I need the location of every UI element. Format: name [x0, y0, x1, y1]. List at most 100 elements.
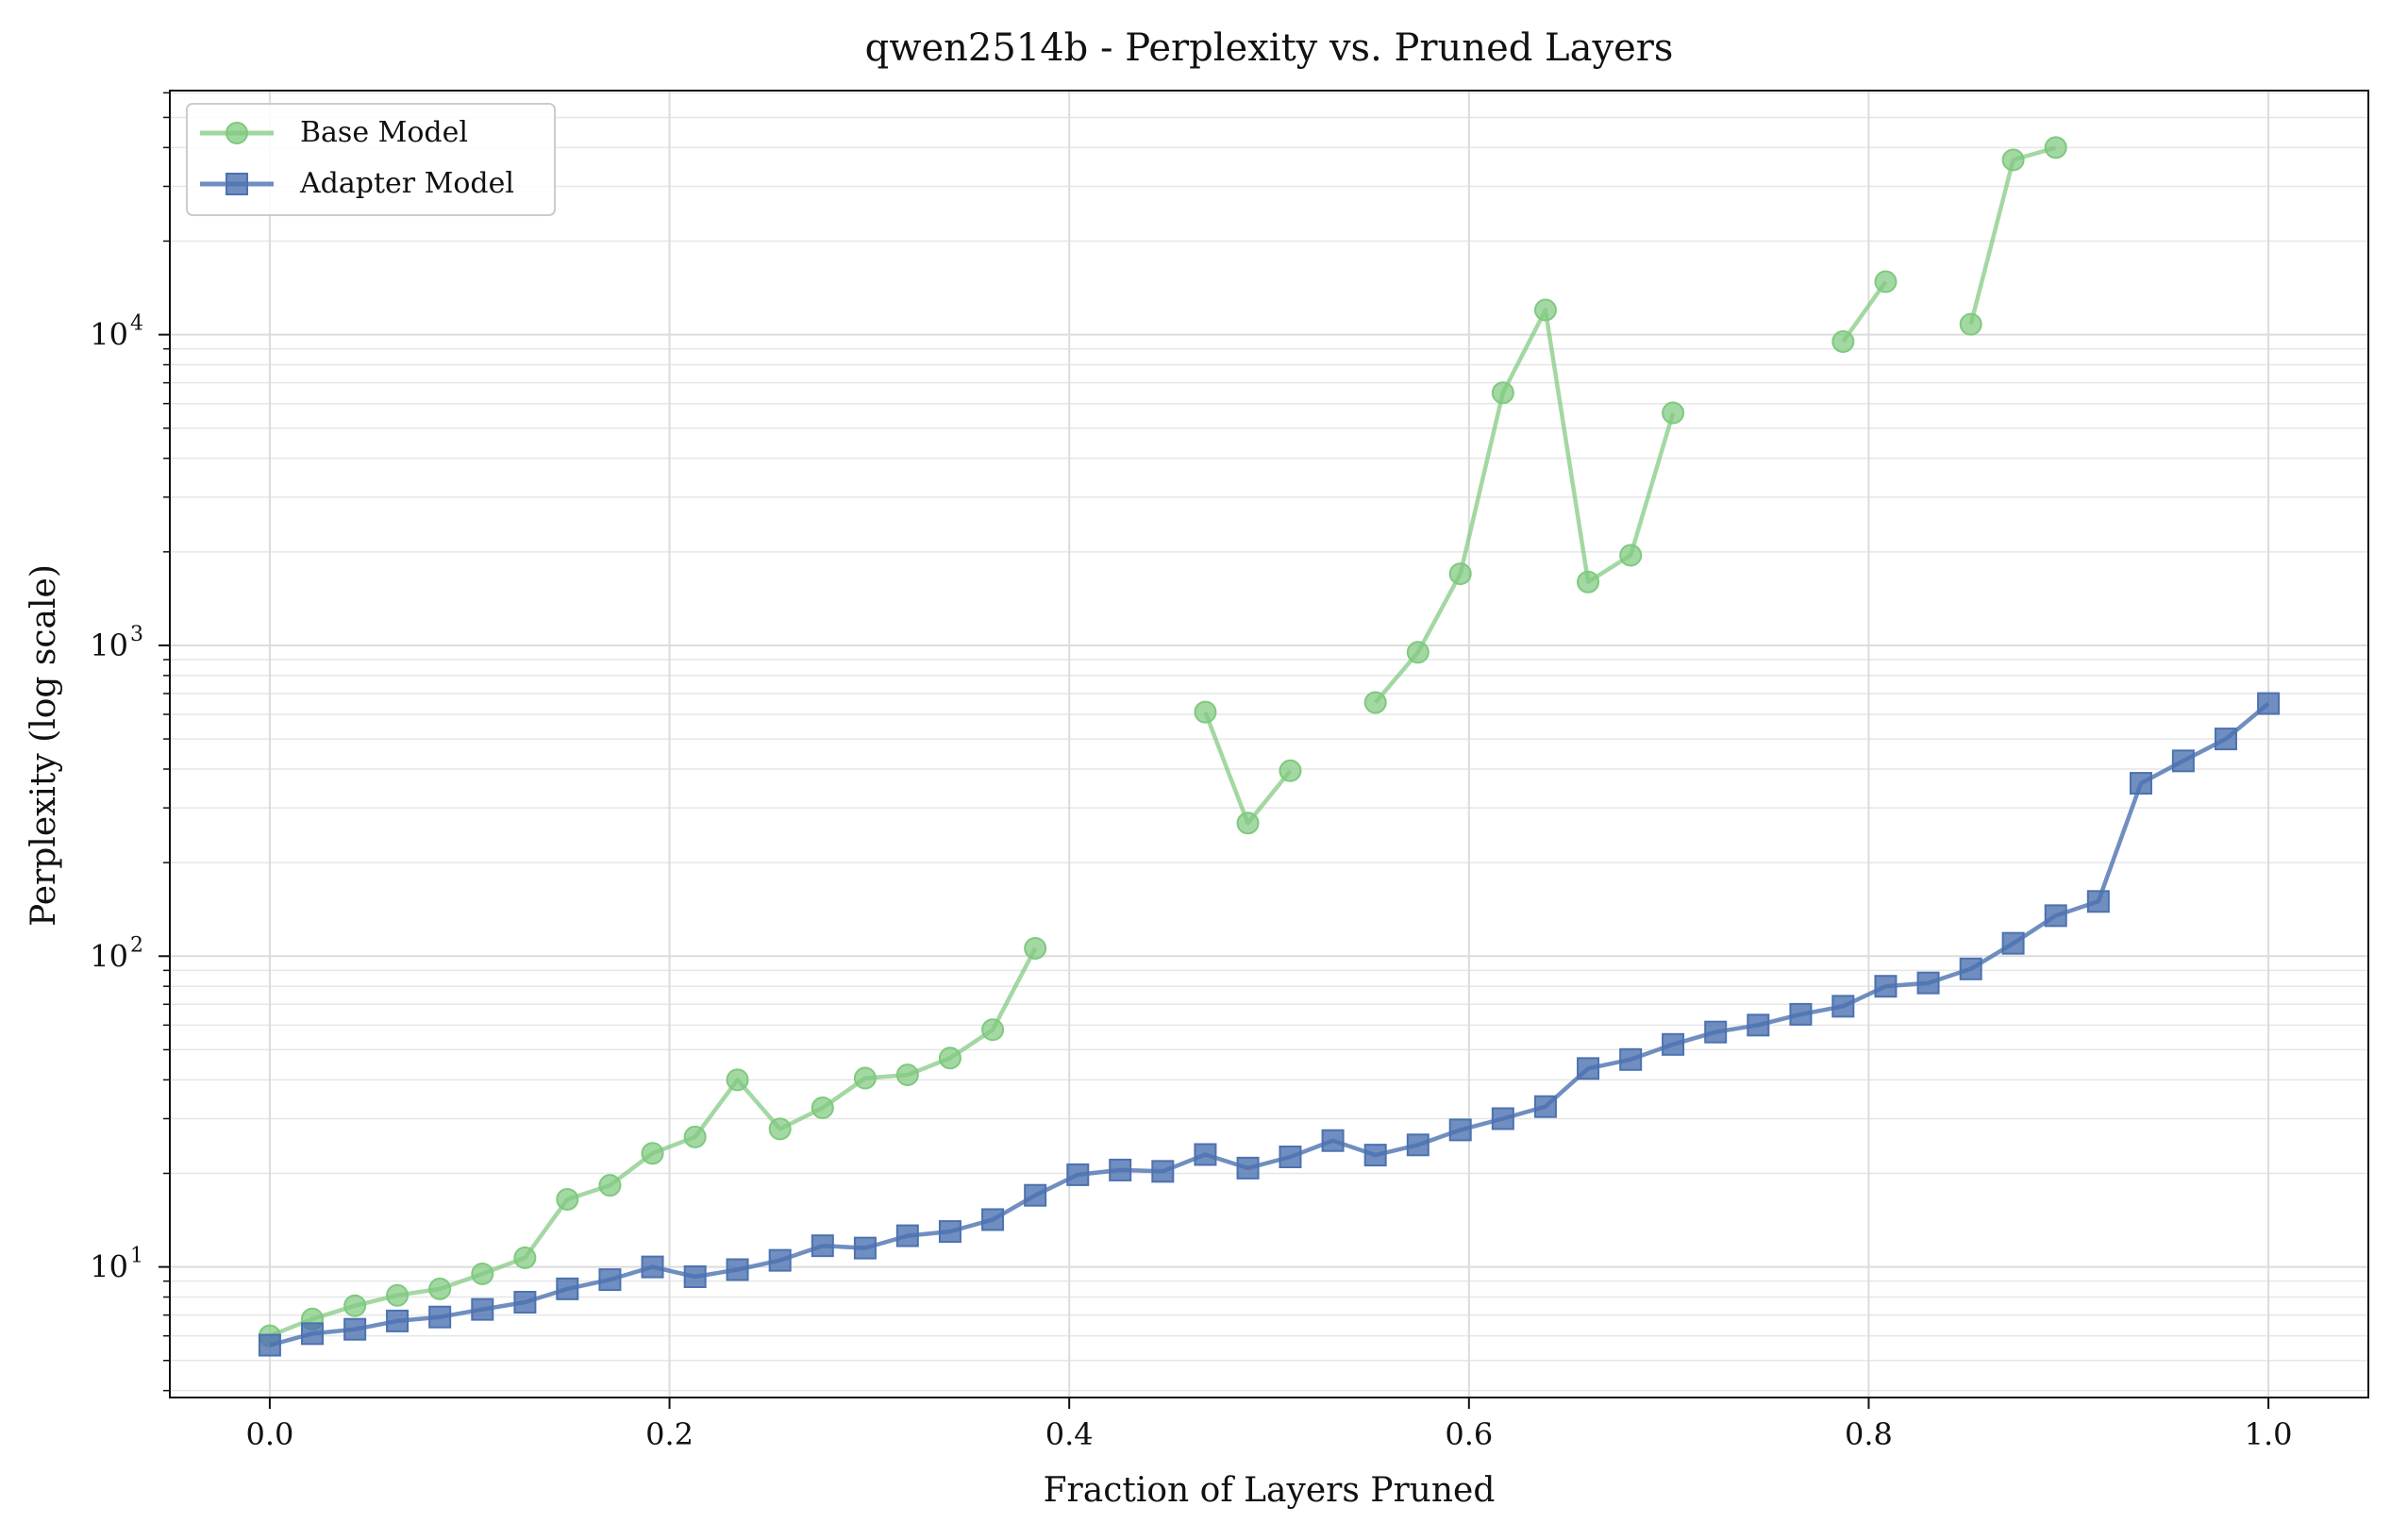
- data-point-base-model: [1533, 298, 1557, 322]
- data-point-base-model: [386, 1283, 410, 1307]
- data-point-base-model: [811, 1096, 834, 1120]
- x-axis-label: Fraction of Layers Pruned: [1044, 1471, 1496, 1510]
- data-point-adapter-model: [471, 1297, 494, 1321]
- y-tick-label: 10: [90, 628, 128, 663]
- data-point-base-model: [428, 1277, 452, 1300]
- legend-label-base-model: Base Model: [300, 116, 468, 149]
- data-point-adapter-model: [641, 1255, 664, 1279]
- chart-title: qwen2514b - Perplexity vs. Pruned Layers: [865, 26, 1674, 70]
- y-tick-exponent: 3: [130, 623, 143, 646]
- data-point-adapter-model: [1109, 1158, 1132, 1181]
- data-point-base-model: [1619, 544, 1643, 567]
- data-point-adapter-model: [1619, 1047, 1643, 1071]
- data-point-adapter-model: [1662, 1032, 1685, 1056]
- data-point-adapter-model: [301, 1322, 325, 1346]
- data-point-adapter-model: [895, 1224, 919, 1247]
- x-tick-label: 0.6: [1445, 1416, 1493, 1452]
- data-point-base-model: [1363, 691, 1387, 714]
- x-tick-label: 1.0: [2245, 1416, 2293, 1452]
- data-point-base-model: [513, 1246, 537, 1269]
- data-point-base-model: [1406, 641, 1430, 664]
- data-point-adapter-model: [768, 1248, 792, 1272]
- data-point-base-model: [1194, 700, 1217, 724]
- data-point-base-model: [683, 1125, 707, 1148]
- data-point-adapter-model: [2001, 931, 2025, 955]
- data-point-base-model: [598, 1174, 622, 1197]
- data-point-base-model: [1024, 936, 1047, 960]
- data-point-base-model: [641, 1142, 664, 1165]
- data-point-adapter-model: [1959, 957, 1982, 980]
- data-point-adapter-model: [1577, 1057, 1600, 1080]
- legend: Base Model Adapter Model: [186, 103, 556, 216]
- plot-frame: [169, 90, 2369, 1398]
- data-point-adapter-model: [1491, 1107, 1514, 1130]
- data-point-base-model: [853, 1066, 877, 1090]
- data-point-adapter-model: [1363, 1144, 1387, 1167]
- data-point-adapter-model: [1321, 1129, 1345, 1152]
- data-point-base-model: [938, 1046, 961, 1070]
- series-line-base-model: [1841, 280, 1888, 343]
- data-point-adapter-model: [726, 1258, 749, 1281]
- series-adapter-model: [258, 692, 2281, 1357]
- data-point-base-model: [895, 1063, 919, 1087]
- legend-label-adapter-model: Adapter Model: [299, 167, 514, 200]
- data-point-base-model: [343, 1294, 367, 1317]
- y-tick-label: 10: [90, 317, 128, 353]
- x-tick-label: 0.8: [1845, 1416, 1893, 1452]
- data-point-base-model: [1831, 329, 1855, 353]
- y-axis-label: Perplexity (log scale): [25, 564, 63, 927]
- data-point-base-model: [1448, 562, 1472, 586]
- data-point-adapter-model: [556, 1277, 579, 1300]
- legend-box: [186, 103, 556, 216]
- data-point-adapter-model: [1236, 1156, 1260, 1180]
- y-tick-exponent: 2: [130, 933, 143, 957]
- data-point-base-model: [1874, 270, 1898, 293]
- data-point-base-model: [1279, 759, 1302, 782]
- data-point-adapter-model: [938, 1220, 961, 1244]
- data-point-base-model: [1491, 381, 1514, 405]
- data-point-adapter-model: [981, 1208, 1005, 1231]
- data-point-adapter-model: [1831, 995, 1855, 1018]
- x-tick-label: 0.4: [1045, 1416, 1094, 1452]
- grid: [170, 91, 2368, 1398]
- legend-marker-base-model: [226, 122, 248, 144]
- y-tick-exponent: 1: [130, 1245, 143, 1268]
- data-point-base-model: [556, 1187, 579, 1211]
- data-point-adapter-model: [1151, 1160, 1175, 1183]
- data-point-base-model: [981, 1018, 1005, 1042]
- data-point-adapter-model: [683, 1264, 707, 1288]
- data-point-adapter-model: [2129, 772, 2152, 795]
- x-tick-label: 0.2: [645, 1416, 694, 1452]
- data-point-base-model: [1662, 401, 1685, 425]
- data-point-base-model: [1236, 812, 1260, 835]
- data-point-adapter-model: [258, 1333, 281, 1357]
- data-point-adapter-model: [1024, 1183, 1047, 1207]
- data-point-adapter-model: [513, 1290, 537, 1314]
- data-point-base-model: [2044, 136, 2067, 159]
- y-tick-label: 10: [90, 938, 128, 974]
- data-point-adapter-model: [1194, 1143, 1217, 1166]
- data-point-adapter-model: [1448, 1118, 1472, 1142]
- x-tick-label: 0.0: [245, 1416, 293, 1452]
- y-tick-label: 10: [90, 1249, 128, 1285]
- data-point-adapter-model: [428, 1305, 452, 1329]
- data-point-adapter-model: [598, 1268, 622, 1292]
- data-point-adapter-model: [1406, 1133, 1430, 1157]
- data-point-base-model: [726, 1068, 749, 1092]
- data-point-adapter-model: [1747, 1013, 1770, 1037]
- data-point-adapter-model: [853, 1236, 877, 1260]
- data-point-adapter-model: [2214, 728, 2237, 751]
- data-point-adapter-model: [386, 1309, 410, 1332]
- data-point-adapter-model: [343, 1317, 367, 1341]
- data-point-base-model: [768, 1117, 792, 1141]
- data-point-adapter-model: [2257, 692, 2281, 715]
- data-point-adapter-model: [1533, 1095, 1557, 1118]
- data-point-adapter-model: [1704, 1020, 1728, 1044]
- series-base-model: [258, 136, 2067, 1348]
- data-point-base-model: [1959, 312, 1982, 336]
- data-point-base-model: [2001, 148, 2025, 172]
- data-point-adapter-model: [1874, 975, 1898, 998]
- data-point-adapter-model: [1279, 1145, 1302, 1168]
- y-tick-exponent: 4: [130, 312, 143, 336]
- legend-marker-adapter-model: [226, 173, 248, 195]
